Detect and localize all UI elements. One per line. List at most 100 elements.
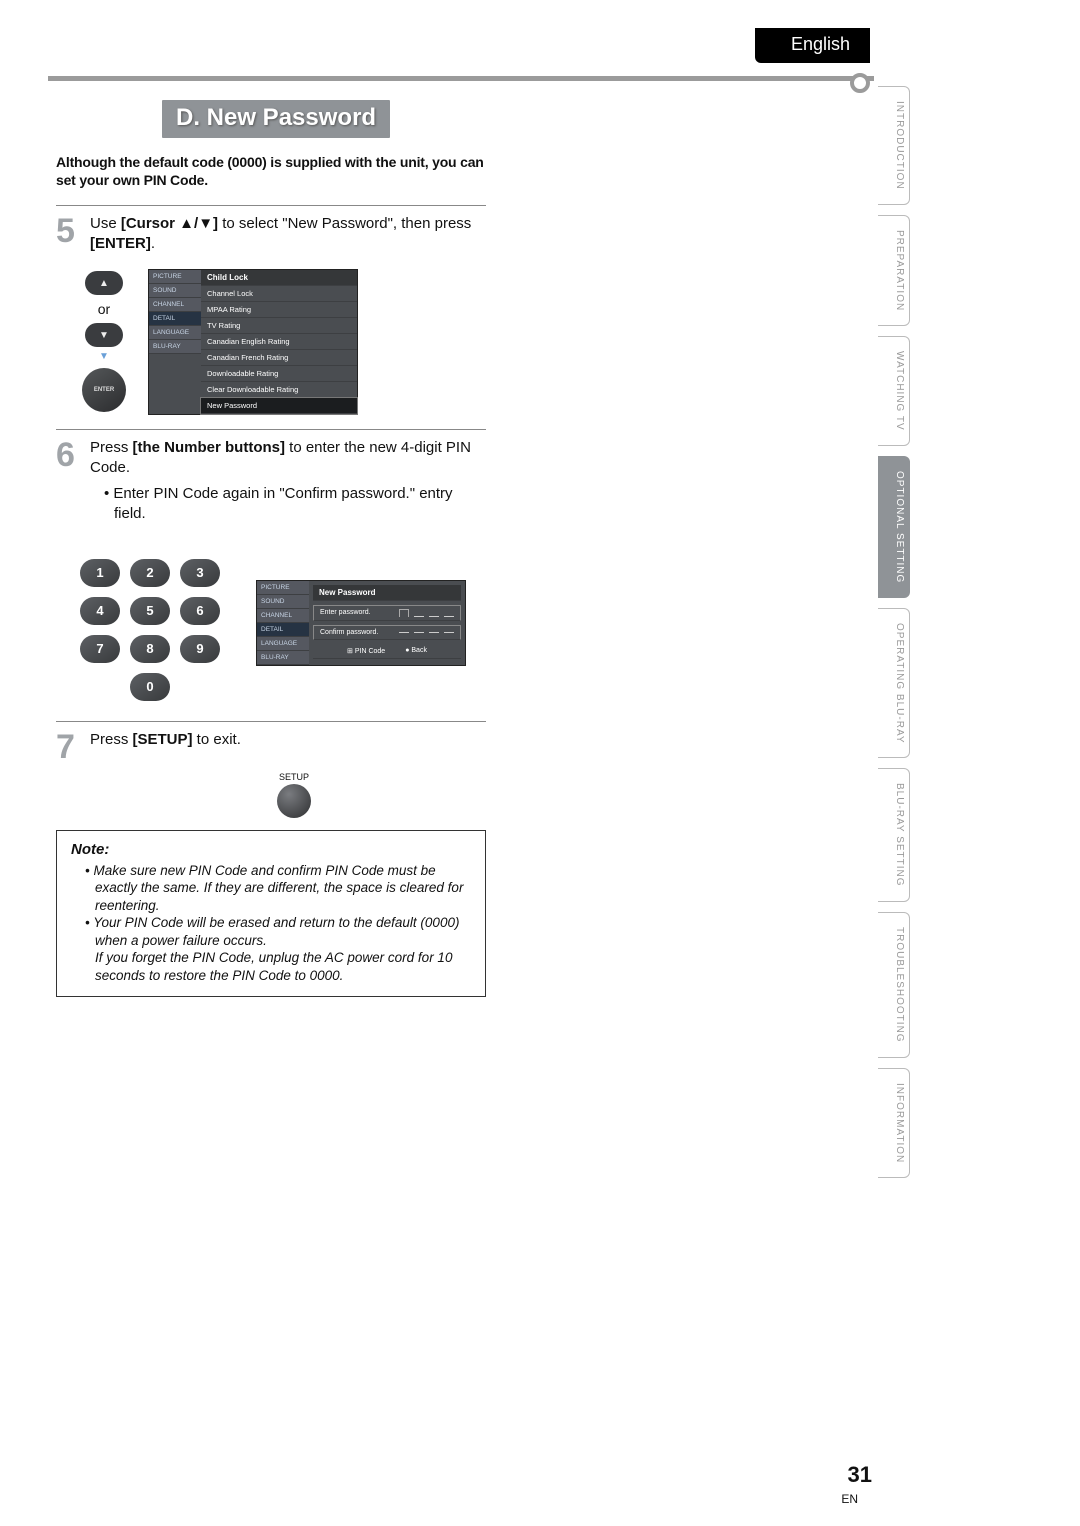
key-6[interactable]: 6 <box>180 597 220 625</box>
t: to exit. <box>193 731 241 748</box>
setup-button-figure: SETUP <box>102 772 486 818</box>
osd-child-lock: PICTURE SOUND CHANNEL DETAIL LANGUAGE BL… <box>148 269 358 415</box>
tab-introduction[interactable]: INTRODUCTION <box>878 86 910 205</box>
note-box: Note: Make sure new PIN Code and confirm… <box>56 830 486 998</box>
tab-watching-tv[interactable]: WATCHING TV <box>878 336 910 446</box>
tab-troubleshooting[interactable]: TROUBLESHOOTING <box>878 912 910 1058</box>
osd-left-item: PICTURE <box>149 270 201 284</box>
osd-item: Downloadable Rating <box>201 366 357 382</box>
osd-left-item: LANGUAGE <box>149 326 201 340</box>
step-body: Press [the Number buttons] to enter the … <box>90 438 486 531</box>
osd-item: Canadian French Rating <box>201 350 357 366</box>
key-4[interactable]: 4 <box>80 597 120 625</box>
osd-left-item: BLU-RAY <box>149 340 201 354</box>
enter-password-label: Enter password. <box>320 609 371 616</box>
note-item: Your PIN Code will be erased and return … <box>85 914 471 984</box>
pwd-dashes <box>399 632 454 633</box>
osd-footer: ⊞ PIN Code ● Back <box>313 644 461 659</box>
osd-item: TV Rating <box>201 318 357 334</box>
t: Press <box>90 439 133 456</box>
page-language-code: EN <box>841 1492 858 1506</box>
step-number: 6 <box>56 438 80 531</box>
figure-step6: 1 2 3 4 5 6 7 8 9 0 PICTURE SOUND CHANNE… <box>56 545 486 701</box>
osd-title: Child Lock <box>201 270 357 286</box>
t: to select "New Password", then press <box>218 215 471 232</box>
key-2[interactable]: 2 <box>130 559 170 587</box>
t: Press <box>90 731 133 748</box>
cursor-down-button[interactable]: ▼ <box>85 323 123 347</box>
osd-left-menu: PICTURE SOUND CHANNEL DETAIL LANGUAGE BL… <box>257 581 309 665</box>
cursor-label: [Cursor ▲/▼] <box>121 215 218 232</box>
language-badge: English <box>755 28 870 63</box>
section-title: D. New Password <box>162 100 390 138</box>
keypad: 1 2 3 4 5 6 7 8 9 0 <box>80 559 220 701</box>
top-dot <box>850 73 870 93</box>
osd-left-item: CHANNEL <box>149 298 201 312</box>
key-7[interactable]: 7 <box>80 635 120 663</box>
setup-btn-label: SETUP <box>279 772 309 782</box>
footer-back: ● Back <box>405 647 427 655</box>
key-8[interactable]: 8 <box>130 635 170 663</box>
confirm-password-label: Confirm password. <box>320 629 378 636</box>
separator <box>56 429 486 430</box>
osd-left-menu: PICTURE SOUND CHANNEL DETAIL LANGUAGE BL… <box>149 270 201 414</box>
osd-left-item: BLU-RAY <box>257 651 309 665</box>
step-5: 5 Use [Cursor ▲/▼] to select "New Passwo… <box>56 214 486 255</box>
step-body: Use [Cursor ▲/▼] to select "New Password… <box>90 214 486 255</box>
bullet: • Enter PIN Code again in "Confirm passw… <box>104 484 486 525</box>
t: . <box>151 235 155 252</box>
intro-text: Although the default code (0000) is supp… <box>56 154 486 189</box>
or-label: or <box>98 301 110 317</box>
osd-left-item: DETAIL <box>257 623 309 637</box>
tab-operating-bluray[interactable]: OPERATING BLU-RAY <box>878 608 910 759</box>
osd-main-panel: New Password Enter password. Confirm pas… <box>309 581 465 665</box>
tab-optional-setting[interactable]: OPTIONAL SETTING <box>878 456 910 598</box>
osd-left-item: CHANNEL <box>257 609 309 623</box>
osd-item: MPAA Rating <box>201 302 357 318</box>
remote-cursor-buttons: ▲ or ▼ ▼ ENTER <box>82 271 126 412</box>
tab-preparation[interactable]: PREPARATION <box>878 215 910 326</box>
osd-item-selected: New Password <box>201 398 357 414</box>
step-6: 6 Press [the Number buttons] to enter th… <box>56 438 486 531</box>
enter-password-row: Enter password. <box>313 605 461 621</box>
osd-main-menu: Child Lock Channel Lock MPAA Rating TV R… <box>201 270 357 414</box>
setup-label: [SETUP] <box>133 731 193 748</box>
setup-button[interactable] <box>277 784 311 818</box>
osd-item: Channel Lock <box>201 286 357 302</box>
osd-new-password: PICTURE SOUND CHANNEL DETAIL LANGUAGE BL… <box>256 580 466 666</box>
note-title: Note: <box>71 841 471 858</box>
key-1[interactable]: 1 <box>80 559 120 587</box>
enter-button[interactable]: ENTER <box>82 368 126 412</box>
osd-left-item: PICTURE <box>257 581 309 595</box>
t: Use <box>90 215 121 232</box>
osd-left-item: SOUND <box>149 284 201 298</box>
osd-item: Canadian English Rating <box>201 334 357 350</box>
confirm-password-row: Confirm password. <box>313 625 461 640</box>
step-number: 7 <box>56 730 80 764</box>
osd-item: Clear Downloadable Rating <box>201 382 357 398</box>
side-tabs: INTRODUCTION PREPARATION WATCHING TV OPT… <box>878 86 910 1178</box>
step-number: 5 <box>56 214 80 255</box>
key-9[interactable]: 9 <box>180 635 220 663</box>
number-buttons-label: [the Number buttons] <box>133 439 285 456</box>
osd-title: New Password <box>313 585 461 601</box>
osd-left-item: LANGUAGE <box>257 637 309 651</box>
step-body: Press [SETUP] to exit. <box>90 730 486 764</box>
key-3[interactable]: 3 <box>180 559 220 587</box>
page-number: 31 <box>848 1462 872 1488</box>
top-rule <box>48 76 874 81</box>
key-5[interactable]: 5 <box>130 597 170 625</box>
enter-label: [ENTER] <box>90 235 151 252</box>
tab-bluray-setting[interactable]: BLU-RAY SETTING <box>878 768 910 902</box>
separator <box>56 205 486 206</box>
tab-information[interactable]: INFORMATION <box>878 1068 910 1178</box>
key-0[interactable]: 0 <box>130 673 170 701</box>
cursor-up-button[interactable]: ▲ <box>85 271 123 295</box>
footer-pin: ⊞ PIN Code <box>347 647 385 655</box>
figure-step5: ▲ or ▼ ▼ ENTER PICTURE SOUND CHANNEL DET… <box>82 269 486 415</box>
bullet-text: Enter PIN Code again in "Confirm passwor… <box>113 485 452 522</box>
separator <box>56 721 486 722</box>
osd-left-item: SOUND <box>257 595 309 609</box>
step-7: 7 Press [SETUP] to exit. <box>56 730 486 764</box>
down-hint-icon: ▼ <box>99 351 109 362</box>
